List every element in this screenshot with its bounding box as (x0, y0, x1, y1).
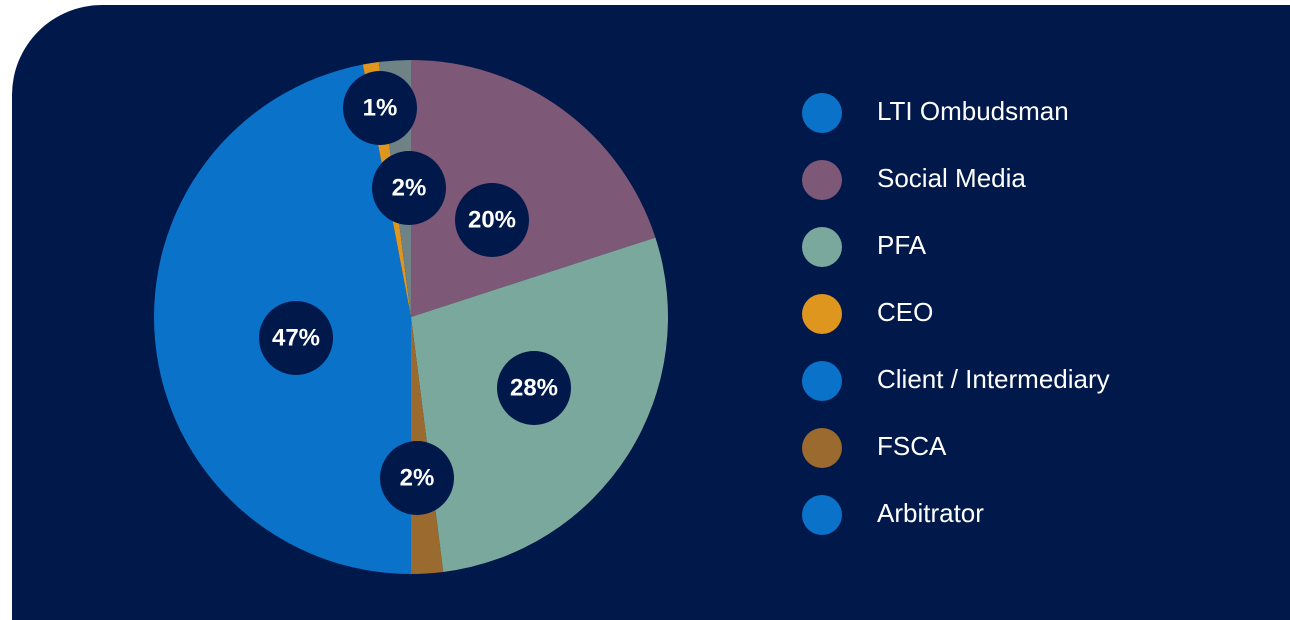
label-badge (380, 441, 454, 515)
legend-swatch (802, 361, 842, 401)
label-badge (455, 183, 529, 257)
label-badge (259, 301, 333, 375)
legend-swatch (802, 428, 842, 468)
legend-label: LTI Ombudsman (877, 96, 1069, 126)
legend-label: Social Media (877, 163, 1026, 193)
data-label: 28% (510, 374, 558, 401)
legend-swatch (802, 294, 842, 334)
label-badge (343, 71, 417, 145)
legend-label: CEO (877, 297, 933, 327)
legend-label: FSCA (877, 431, 947, 461)
legend-label: Client / Intermediary (877, 364, 1110, 394)
label-badge (372, 151, 446, 225)
data-label: 1% (363, 94, 398, 121)
legend-label: PFA (877, 230, 927, 260)
legend-swatch (802, 93, 842, 133)
data-label: 2% (392, 174, 427, 201)
data-label: 2% (400, 464, 435, 491)
data-label: 20% (468, 206, 516, 233)
legend-swatch (802, 495, 842, 535)
data-label: 47% (272, 324, 320, 351)
label-badge (497, 351, 571, 425)
legend-swatch (802, 160, 842, 200)
pie-slice (411, 60, 656, 317)
legend-label: Arbitrator (877, 498, 984, 528)
legend-swatch (802, 227, 842, 267)
